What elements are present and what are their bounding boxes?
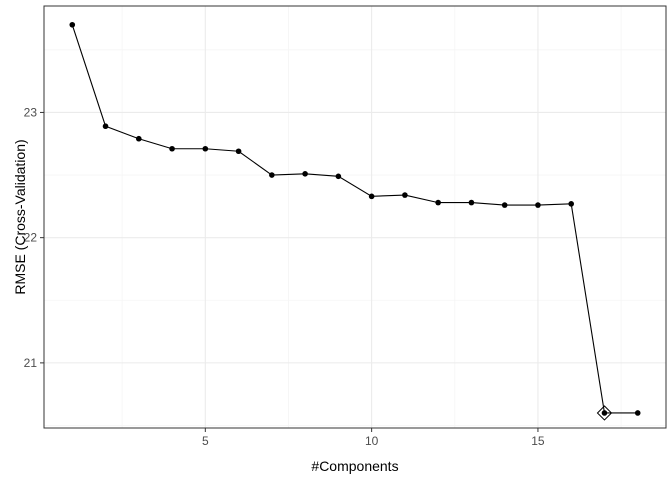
series-line — [71, 24, 638, 414]
x-tick-label: 5 — [202, 434, 209, 448]
panel-border — [43, 5, 667, 429]
data-point — [535, 202, 541, 208]
series-layer — [69, 21, 641, 421]
data-point — [402, 192, 408, 198]
y-tick-label: 23 — [24, 105, 38, 119]
y-axis-title: RMSE (Cross-Validation) — [12, 139, 28, 294]
best-point-marker — [596, 405, 613, 421]
ticks-layer: 5 10 15 21 22 23 — [24, 105, 545, 448]
data-point — [501, 202, 508, 208]
grid-major — [44, 6, 666, 428]
x-tick-label: 15 — [531, 434, 545, 448]
data-point — [634, 410, 641, 416]
data-point — [135, 135, 142, 142]
data-point — [368, 193, 375, 200]
data-point — [235, 148, 242, 155]
y-tick-label: 21 — [24, 356, 38, 370]
data-point — [335, 173, 342, 180]
grid-minor — [44, 6, 666, 428]
y-tick-label: 22 — [24, 231, 38, 245]
data-point — [468, 199, 475, 206]
data-point — [435, 199, 441, 206]
data-point — [202, 145, 209, 152]
x-tick-label: 10 — [365, 434, 379, 448]
x-axis-title: #Components — [311, 458, 398, 474]
data-point — [302, 170, 308, 177]
data-point — [269, 172, 275, 178]
data-point — [601, 410, 608, 416]
data-point — [568, 201, 575, 207]
data-point — [102, 123, 109, 130]
data-point — [169, 145, 175, 152]
data-point — [69, 21, 76, 28]
